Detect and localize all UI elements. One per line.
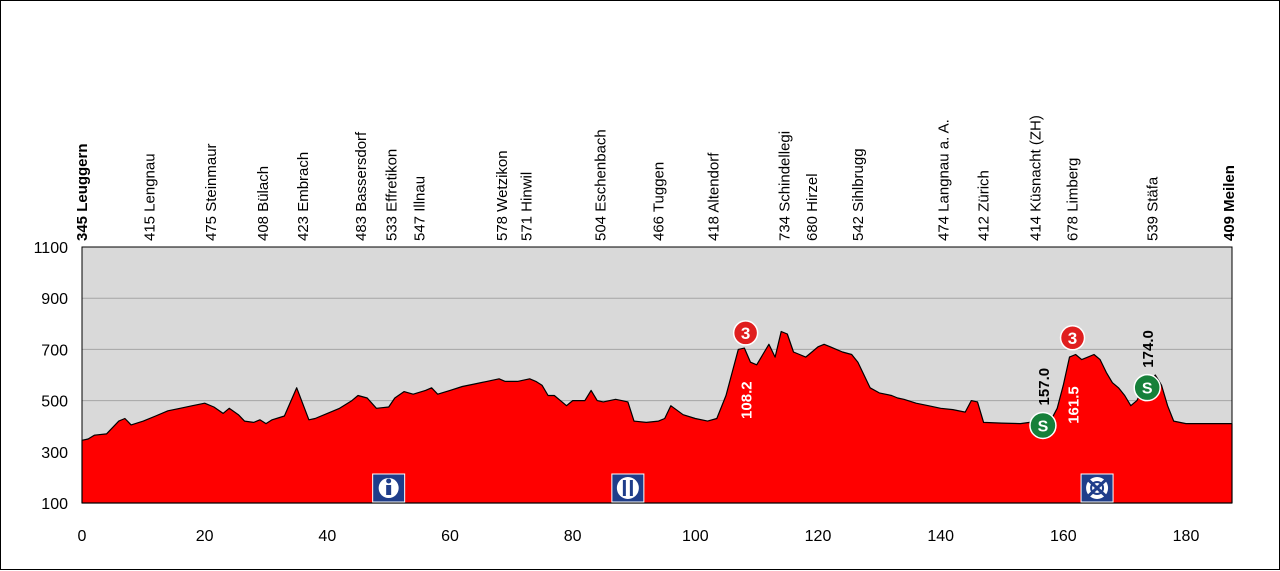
town-label: 504 Eschenbach <box>592 129 609 241</box>
town-label: 414 Küsnacht (ZH) <box>1028 115 1045 241</box>
kom-badge-label: 3 <box>741 324 750 343</box>
no-feed-ring <box>1090 481 1105 495</box>
sprint-badge-label: S <box>1142 381 1153 398</box>
x-tick-label: 60 <box>441 528 459 545</box>
town-label: 409 Meilen <box>1221 165 1238 241</box>
town-label: 483 Bassersdorf <box>353 131 370 241</box>
x-tick-label: 160 <box>1050 528 1077 545</box>
town-label: 533 Effretikon <box>384 149 401 241</box>
town-label: 475 Steinmaur <box>203 143 220 241</box>
kom-badge-label: 3 <box>1068 329 1077 348</box>
town-label: 412 Zürich <box>976 170 993 241</box>
y-tick-label: 700 <box>41 342 68 359</box>
kom-badge <box>732 320 759 346</box>
town-label: 415 Lengnau <box>141 153 158 241</box>
x-tick-label: 100 <box>682 528 709 545</box>
town-label: 345 Leuggern <box>74 143 91 241</box>
kom-badge <box>1059 325 1086 351</box>
kom-km-label: 108.2 <box>739 381 756 419</box>
sprint-km-label: 157.0 <box>1036 368 1053 406</box>
plot-border <box>81 246 1233 504</box>
town-label: 408 Bülach <box>255 166 272 241</box>
town-label: 474 Langnau a. A. <box>936 119 953 241</box>
knife-icon <box>629 480 633 496</box>
y-tick-label: 100 <box>41 496 68 513</box>
sprint-km-label: 174.0 <box>1140 330 1157 368</box>
kom-km-label: 161.5 <box>1066 386 1083 424</box>
x-tick-label: 20 <box>196 528 214 545</box>
town-label: 466 Tuggen <box>651 162 668 241</box>
town-label: 542 Sihlbrugg <box>850 148 867 241</box>
x-tick-label: 120 <box>805 528 832 545</box>
town-label: 571 Hinwil <box>519 172 536 241</box>
x-tick-label: 180 <box>1173 528 1200 545</box>
town-label: 547 Illnau <box>411 176 428 241</box>
x-tick-label: 80 <box>564 528 582 545</box>
town-label: 418 Altendorf <box>706 152 723 241</box>
town-label: 578 Wetzikon <box>494 150 511 241</box>
x-tick-label: 40 <box>318 528 336 545</box>
town-label: 539 Stäfa <box>1144 176 1161 241</box>
x-tick-label: 0 <box>78 528 87 545</box>
y-tick-label: 300 <box>41 445 68 462</box>
info-icon-stem <box>386 485 392 495</box>
town-label: 734 Schindellegi <box>776 131 793 241</box>
y-tick-label: 500 <box>41 394 68 411</box>
town-label: 678 Limberg <box>1065 158 1082 241</box>
info-icon-dot <box>386 478 392 484</box>
fork-icon <box>622 480 626 496</box>
y-tick-label: 1100 <box>34 240 69 257</box>
town-label: 423 Embrach <box>295 152 312 241</box>
elevation-area <box>81 330 1233 504</box>
sprint-badge-label: S <box>1038 418 1049 435</box>
town-label: 680 Hirzel <box>804 173 821 241</box>
no-feed-cross-b <box>1083 474 1112 502</box>
y-tick-label: 900 <box>41 291 68 308</box>
sprint-badge <box>1133 373 1161 402</box>
feed-zone-plate <box>616 477 639 499</box>
sprint-badge <box>1029 411 1057 440</box>
x-tick-label: 140 <box>927 528 954 545</box>
